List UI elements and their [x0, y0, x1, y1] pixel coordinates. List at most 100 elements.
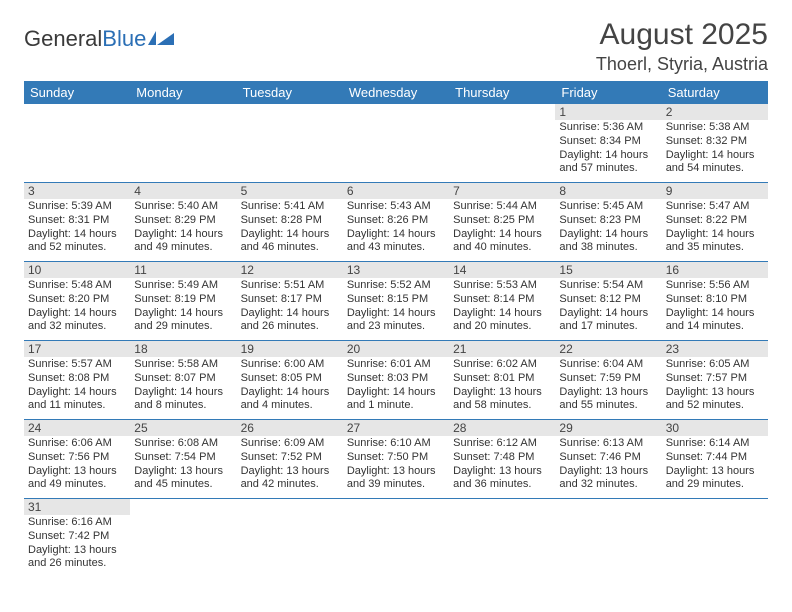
calendar-cell: 23Sunrise: 6:05 AMSunset: 7:57 PMDayligh… [662, 341, 768, 420]
sunrise-line: Sunrise: 6:10 AM [347, 437, 445, 451]
calendar-cell [24, 104, 130, 183]
sunset-line: Sunset: 8:05 PM [241, 372, 339, 386]
day-number: 18 [130, 341, 236, 357]
sunset-line: Sunset: 8:08 PM [28, 372, 126, 386]
calendar-cell: 1Sunrise: 5:36 AMSunset: 8:34 PMDaylight… [555, 104, 661, 183]
calendar-cell: 28Sunrise: 6:12 AMSunset: 7:48 PMDayligh… [449, 420, 555, 499]
sunrise-line: Sunrise: 5:51 AM [241, 279, 339, 293]
sunrise-line: Sunrise: 5:45 AM [559, 200, 657, 214]
daylight-line: Daylight: 13 hours and 55 minutes. [559, 386, 657, 414]
day-details: Sunrise: 5:49 AMSunset: 8:19 PMDaylight:… [130, 278, 236, 336]
day-number: 10 [24, 262, 130, 278]
sunrise-line: Sunrise: 5:57 AM [28, 358, 126, 372]
sunrise-line: Sunrise: 6:13 AM [559, 437, 657, 451]
daylight-line: Daylight: 13 hours and 42 minutes. [241, 465, 339, 493]
daylight-line: Daylight: 13 hours and 36 minutes. [453, 465, 551, 493]
sunset-line: Sunset: 8:25 PM [453, 214, 551, 228]
sunset-line: Sunset: 8:10 PM [666, 293, 764, 307]
day-details: Sunrise: 6:12 AMSunset: 7:48 PMDaylight:… [449, 436, 555, 494]
calendar-row: 10Sunrise: 5:48 AMSunset: 8:20 PMDayligh… [24, 262, 768, 341]
sunrise-line: Sunrise: 6:01 AM [347, 358, 445, 372]
daylight-line: Daylight: 14 hours and 32 minutes. [28, 307, 126, 335]
day-details: Sunrise: 5:52 AMSunset: 8:15 PMDaylight:… [343, 278, 449, 336]
daylight-line: Daylight: 14 hours and 20 minutes. [453, 307, 551, 335]
calendar-cell: 29Sunrise: 6:13 AMSunset: 7:46 PMDayligh… [555, 420, 661, 499]
daylight-line: Daylight: 14 hours and 23 minutes. [347, 307, 445, 335]
sunrise-line: Sunrise: 5:38 AM [666, 121, 764, 135]
weekday-header: Thursday [449, 81, 555, 104]
weekday-header: Monday [130, 81, 236, 104]
daylight-line: Daylight: 14 hours and 40 minutes. [453, 228, 551, 256]
calendar-cell: 2Sunrise: 5:38 AMSunset: 8:32 PMDaylight… [662, 104, 768, 183]
weekday-header: Wednesday [343, 81, 449, 104]
day-details: Sunrise: 5:56 AMSunset: 8:10 PMDaylight:… [662, 278, 768, 336]
day-details: Sunrise: 6:10 AMSunset: 7:50 PMDaylight:… [343, 436, 449, 494]
day-number: 30 [662, 420, 768, 436]
logo: GeneralBlue [24, 26, 176, 52]
sunset-line: Sunset: 8:07 PM [134, 372, 232, 386]
calendar-row: 3Sunrise: 5:39 AMSunset: 8:31 PMDaylight… [24, 183, 768, 262]
daylight-line: Daylight: 13 hours and 49 minutes. [28, 465, 126, 493]
sunset-line: Sunset: 8:26 PM [347, 214, 445, 228]
calendar-cell: 5Sunrise: 5:41 AMSunset: 8:28 PMDaylight… [237, 183, 343, 262]
day-number: 4 [130, 183, 236, 199]
calendar-cell [555, 499, 661, 578]
daylight-line: Daylight: 14 hours and 29 minutes. [134, 307, 232, 335]
sunrise-line: Sunrise: 5:54 AM [559, 279, 657, 293]
sunrise-line: Sunrise: 5:47 AM [666, 200, 764, 214]
calendar-cell: 30Sunrise: 6:14 AMSunset: 7:44 PMDayligh… [662, 420, 768, 499]
sunrise-line: Sunrise: 5:39 AM [28, 200, 126, 214]
sunrise-line: Sunrise: 6:16 AM [28, 516, 126, 530]
calendar-cell: 17Sunrise: 5:57 AMSunset: 8:08 PMDayligh… [24, 341, 130, 420]
sunset-line: Sunset: 8:01 PM [453, 372, 551, 386]
sunrise-line: Sunrise: 5:48 AM [28, 279, 126, 293]
calendar-cell [130, 499, 236, 578]
day-number: 20 [343, 341, 449, 357]
day-number: 12 [237, 262, 343, 278]
calendar-cell [662, 499, 768, 578]
sunset-line: Sunset: 7:57 PM [666, 372, 764, 386]
calendar-cell: 10Sunrise: 5:48 AMSunset: 8:20 PMDayligh… [24, 262, 130, 341]
day-details: Sunrise: 5:36 AMSunset: 8:34 PMDaylight:… [555, 120, 661, 178]
sunrise-line: Sunrise: 5:52 AM [347, 279, 445, 293]
day-number: 25 [130, 420, 236, 436]
sunrise-line: Sunrise: 5:40 AM [134, 200, 232, 214]
calendar-cell [237, 499, 343, 578]
daylight-line: Daylight: 14 hours and 49 minutes. [134, 228, 232, 256]
calendar-cell: 14Sunrise: 5:53 AMSunset: 8:14 PMDayligh… [449, 262, 555, 341]
calendar-table: SundayMondayTuesdayWednesdayThursdayFrid… [24, 81, 768, 577]
sunset-line: Sunset: 8:28 PM [241, 214, 339, 228]
day-number: 17 [24, 341, 130, 357]
calendar-cell: 19Sunrise: 6:00 AMSunset: 8:05 PMDayligh… [237, 341, 343, 420]
daylight-line: Daylight: 14 hours and 54 minutes. [666, 149, 764, 177]
sunset-line: Sunset: 7:42 PM [28, 530, 126, 544]
day-number: 22 [555, 341, 661, 357]
daylight-line: Daylight: 14 hours and 43 minutes. [347, 228, 445, 256]
header: GeneralBlue August 2025 Thoerl, Styria, … [24, 18, 768, 75]
calendar-cell: 16Sunrise: 5:56 AMSunset: 8:10 PMDayligh… [662, 262, 768, 341]
weekday-header: Sunday [24, 81, 130, 104]
day-number: 5 [237, 183, 343, 199]
calendar-row: 24Sunrise: 6:06 AMSunset: 7:56 PMDayligh… [24, 420, 768, 499]
day-details: Sunrise: 6:04 AMSunset: 7:59 PMDaylight:… [555, 357, 661, 415]
daylight-line: Daylight: 14 hours and 57 minutes. [559, 149, 657, 177]
day-details: Sunrise: 5:38 AMSunset: 8:32 PMDaylight:… [662, 120, 768, 178]
daylight-line: Daylight: 13 hours and 26 minutes. [28, 544, 126, 572]
sunset-line: Sunset: 8:23 PM [559, 214, 657, 228]
day-number: 14 [449, 262, 555, 278]
sunrise-line: Sunrise: 5:49 AM [134, 279, 232, 293]
day-details: Sunrise: 6:09 AMSunset: 7:52 PMDaylight:… [237, 436, 343, 494]
day-details: Sunrise: 5:41 AMSunset: 8:28 PMDaylight:… [237, 199, 343, 257]
calendar-cell: 26Sunrise: 6:09 AMSunset: 7:52 PMDayligh… [237, 420, 343, 499]
calendar-cell: 12Sunrise: 5:51 AMSunset: 8:17 PMDayligh… [237, 262, 343, 341]
calendar-cell: 27Sunrise: 6:10 AMSunset: 7:50 PMDayligh… [343, 420, 449, 499]
day-details: Sunrise: 5:44 AMSunset: 8:25 PMDaylight:… [449, 199, 555, 257]
sunset-line: Sunset: 8:19 PM [134, 293, 232, 307]
daylight-line: Daylight: 13 hours and 58 minutes. [453, 386, 551, 414]
calendar-cell [130, 104, 236, 183]
daylight-line: Daylight: 14 hours and 8 minutes. [134, 386, 232, 414]
sunset-line: Sunset: 7:50 PM [347, 451, 445, 465]
sunrise-line: Sunrise: 5:58 AM [134, 358, 232, 372]
day-number: 27 [343, 420, 449, 436]
sunset-line: Sunset: 7:54 PM [134, 451, 232, 465]
